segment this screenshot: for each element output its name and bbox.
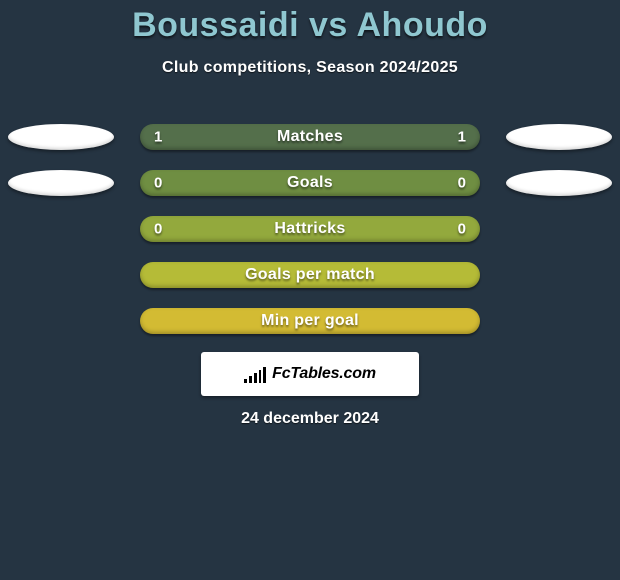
stat-row: 1 Matches 1 bbox=[0, 124, 620, 150]
stat-label: Goals per match bbox=[245, 266, 375, 284]
stat-right-value: 1 bbox=[458, 129, 466, 146]
stat-label: Min per goal bbox=[261, 312, 359, 330]
stat-bar: Goals per match bbox=[140, 262, 480, 288]
stat-left-value: 1 bbox=[154, 129, 162, 146]
stat-bar: 1 Matches 1 bbox=[140, 124, 480, 150]
date-text: 24 december 2024 bbox=[0, 410, 620, 428]
page-title: Boussaidi vs Ahoudo bbox=[0, 0, 620, 45]
fctables-bars-icon bbox=[244, 365, 266, 383]
stat-label: Hattricks bbox=[274, 220, 345, 238]
stat-row: Goals per match bbox=[0, 262, 620, 288]
stat-row: Min per goal bbox=[0, 308, 620, 334]
stat-bar: 0 Goals 0 bbox=[140, 170, 480, 196]
stat-row: 0 Hattricks 0 bbox=[0, 216, 620, 242]
stat-right-value: 0 bbox=[458, 175, 466, 192]
stat-bar: 0 Hattricks 0 bbox=[140, 216, 480, 242]
stat-row: 0 Goals 0 bbox=[0, 170, 620, 196]
stat-label: Matches bbox=[277, 128, 343, 146]
comparison-card: Boussaidi vs Ahoudo Club competitions, S… bbox=[0, 0, 620, 580]
stat-bar: Min per goal bbox=[140, 308, 480, 334]
stat-right-value: 0 bbox=[458, 221, 466, 238]
right-indicator bbox=[506, 124, 612, 150]
fctables-link[interactable]: FcTables.com bbox=[201, 352, 419, 396]
stat-label: Goals bbox=[287, 174, 333, 192]
stat-left-value: 0 bbox=[154, 175, 162, 192]
left-indicator bbox=[8, 124, 114, 150]
page-subtitle: Club competitions, Season 2024/2025 bbox=[0, 59, 620, 77]
left-indicator bbox=[8, 170, 114, 196]
stat-left-value: 0 bbox=[154, 221, 162, 238]
right-indicator bbox=[506, 170, 612, 196]
stat-rows: 1 Matches 1 0 Goals 0 0 Hattricks 0 bbox=[0, 124, 620, 354]
fctables-logo-text: FcTables.com bbox=[272, 365, 376, 383]
